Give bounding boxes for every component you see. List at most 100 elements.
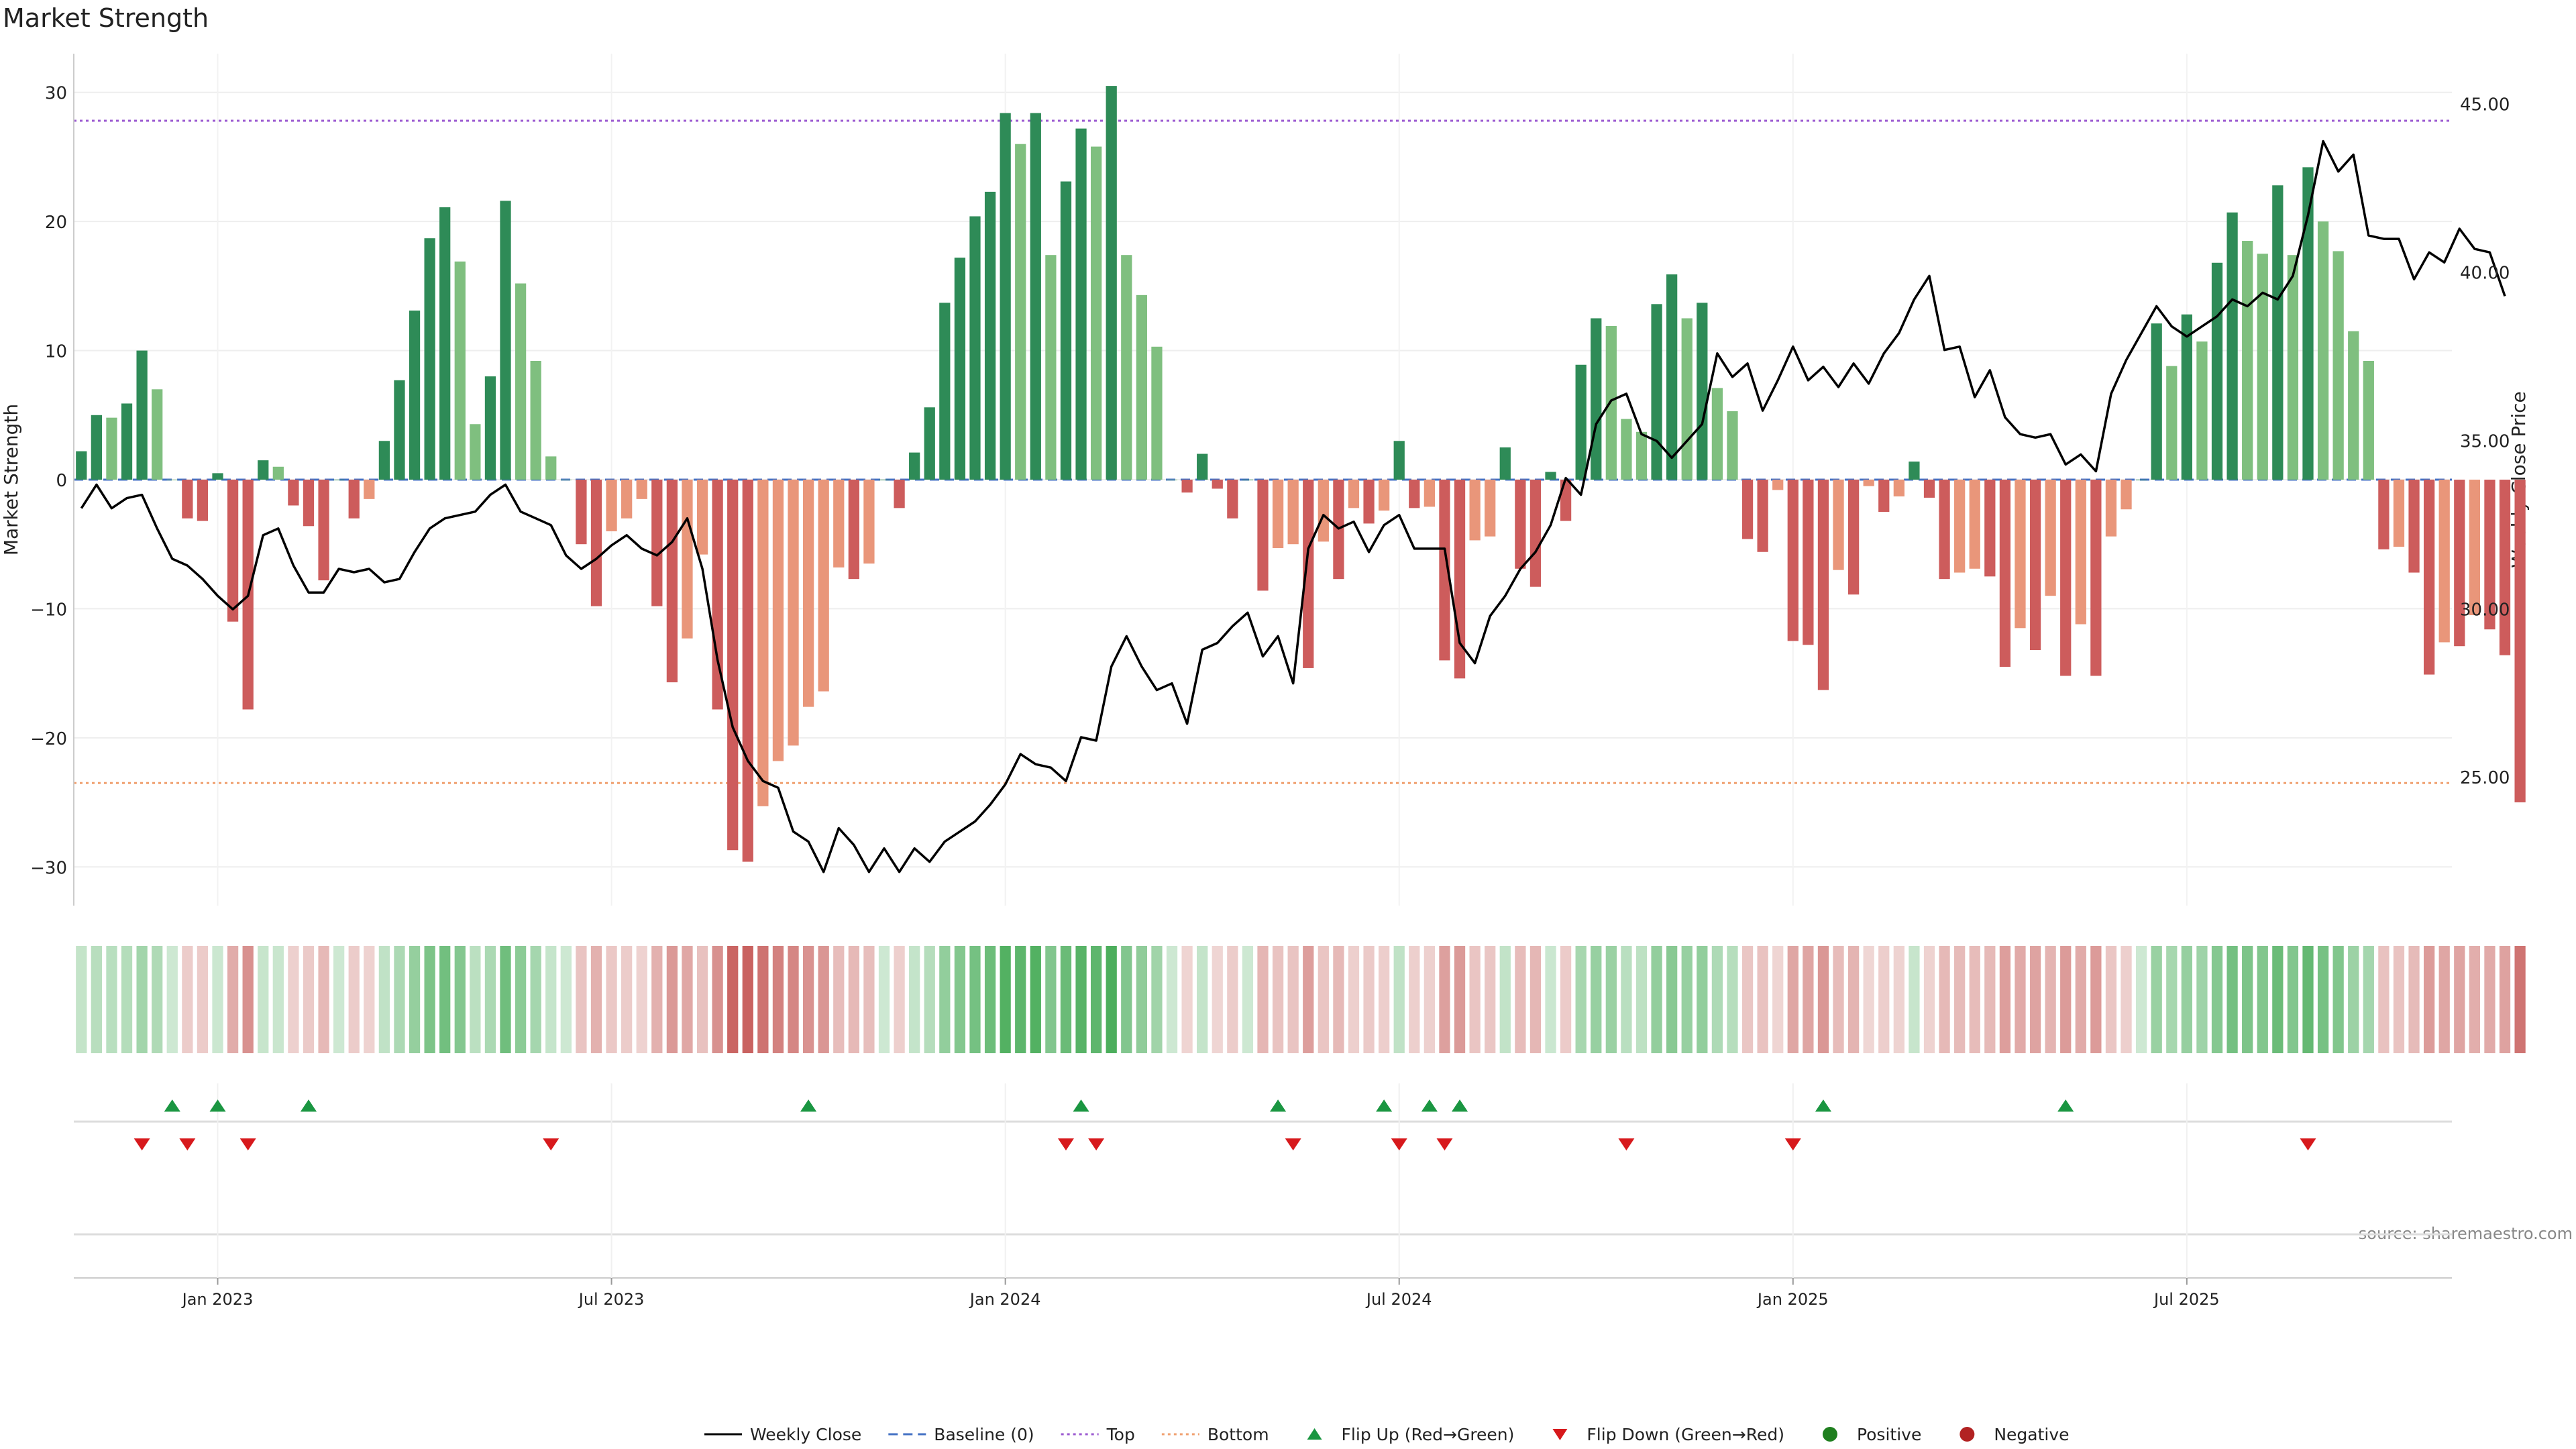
legend-item: Positive [1822, 1425, 1921, 1444]
heat-cell [924, 946, 935, 1053]
flip-down-marker [1057, 1138, 1074, 1150]
heat-cell [590, 946, 602, 1053]
strength-bar [1560, 480, 1572, 521]
heat-cell [1560, 946, 1572, 1053]
strength-bar [197, 480, 209, 521]
heat-cell [1393, 946, 1405, 1053]
heat-cell [1666, 946, 1678, 1053]
heat-cell [2105, 946, 2117, 1053]
heat-cell [1635, 946, 1648, 1053]
flip-up-marker [1452, 1099, 1468, 1112]
strength-bar [1272, 480, 1284, 548]
heat-cell [1909, 946, 1920, 1053]
strength-bar [1303, 480, 1314, 668]
axes: 30 20 10 0 −10 −20 −30 45.00 40.00 35.00 30.00 25.0… [30, 54, 2510, 906]
heat-cell [2424, 946, 2435, 1053]
strength-bar [2302, 167, 2314, 480]
heat-cell [621, 946, 633, 1053]
strength-bar [2514, 480, 2526, 803]
heat-cell [2378, 946, 2390, 1053]
flip-up-marker [2057, 1099, 2074, 1112]
strength-bar [2226, 212, 2238, 480]
heat-cell [1242, 946, 1254, 1053]
heat-cell [1379, 946, 1390, 1053]
flip-down-marker [1391, 1138, 1407, 1150]
heat-cell [802, 946, 814, 1053]
strength-bar [727, 480, 739, 851]
strength-bar [2211, 262, 2223, 480]
heat-cell [1197, 946, 1208, 1053]
strength-bar [1287, 480, 1299, 545]
heat-cell [1212, 946, 1223, 1053]
flip-down-marker [133, 1138, 150, 1150]
heat-cell [2438, 946, 2450, 1053]
flip-down-marker [1618, 1138, 1635, 1150]
legend-label: Flip Up (Red→Green) [1342, 1425, 1515, 1444]
y-tick-label: −10 [30, 600, 67, 620]
legend-label: Positive [1857, 1425, 1921, 1444]
heat-cell [348, 946, 360, 1053]
heat-cell [1333, 946, 1344, 1053]
y-tick-label: 30 [45, 84, 67, 104]
heat-cell [2287, 946, 2299, 1053]
heat-cell [1923, 946, 1935, 1053]
heat-cell [1000, 946, 1011, 1053]
y-tick-label: −30 [30, 858, 67, 878]
strength-bar [1727, 411, 1738, 480]
heat-cell [954, 946, 966, 1053]
heat-cell [560, 946, 572, 1053]
strength-bar [606, 480, 617, 531]
strength-bar [969, 216, 981, 480]
strength-bar [1787, 480, 1799, 641]
heat-cell [2075, 946, 2086, 1053]
flip-up-marker [300, 1099, 317, 1112]
strength-bar [182, 480, 193, 519]
strength-bar [318, 480, 329, 581]
legend-label: Flip Down (Green→Red) [1587, 1425, 1784, 1444]
legend-label: Weekly Close [750, 1425, 861, 1444]
heat-cell [636, 946, 647, 1053]
strength-bar [2121, 480, 2132, 510]
strength-bar [757, 480, 769, 806]
heat-cell [1485, 946, 1496, 1053]
strength-bar [348, 480, 360, 519]
heat-cell [2045, 946, 2056, 1053]
strength-bar [1090, 146, 1102, 480]
heat-cell [424, 946, 435, 1053]
strength-bar [666, 480, 678, 683]
heat-cell [470, 946, 481, 1053]
heat-cell [666, 946, 678, 1053]
legend-item: Flip Down (Green→Red) [1552, 1425, 1784, 1444]
heat-cell [2454, 946, 2465, 1053]
heat-cell [1697, 946, 1708, 1053]
heat-cell [1106, 946, 1117, 1053]
strength-bar [742, 480, 753, 862]
strength-bar [1984, 480, 1996, 577]
flip-up-marker [1073, 1099, 1089, 1112]
strength-bar [682, 480, 693, 639]
heat-cell [1469, 946, 1481, 1053]
heat-cell [2029, 946, 2041, 1053]
strength-bar [894, 480, 905, 508]
heat-cell [1060, 946, 1072, 1053]
strength-bar [2105, 480, 2117, 537]
strength-bar [621, 480, 633, 519]
heat-cell [1605, 946, 1617, 1053]
flip-down-marker [1088, 1138, 1105, 1150]
strength-bar [394, 380, 405, 480]
strength-bar [2090, 480, 2102, 676]
strength-bar [651, 480, 663, 606]
heat-cell [788, 946, 799, 1053]
heat-cell [939, 946, 951, 1053]
strength-bar [1817, 480, 1829, 690]
x-tick-label: Jan 2023 [181, 1290, 254, 1309]
strength-bar [2348, 331, 2359, 480]
heat-cell [484, 946, 496, 1053]
flip-up-marker [164, 1099, 180, 1112]
strength-bar [1136, 294, 1147, 480]
strength-bar [1939, 480, 1950, 580]
weekly-close-series [80, 140, 2506, 873]
strength-bar [76, 451, 87, 480]
strength-bar [1772, 480, 1784, 490]
